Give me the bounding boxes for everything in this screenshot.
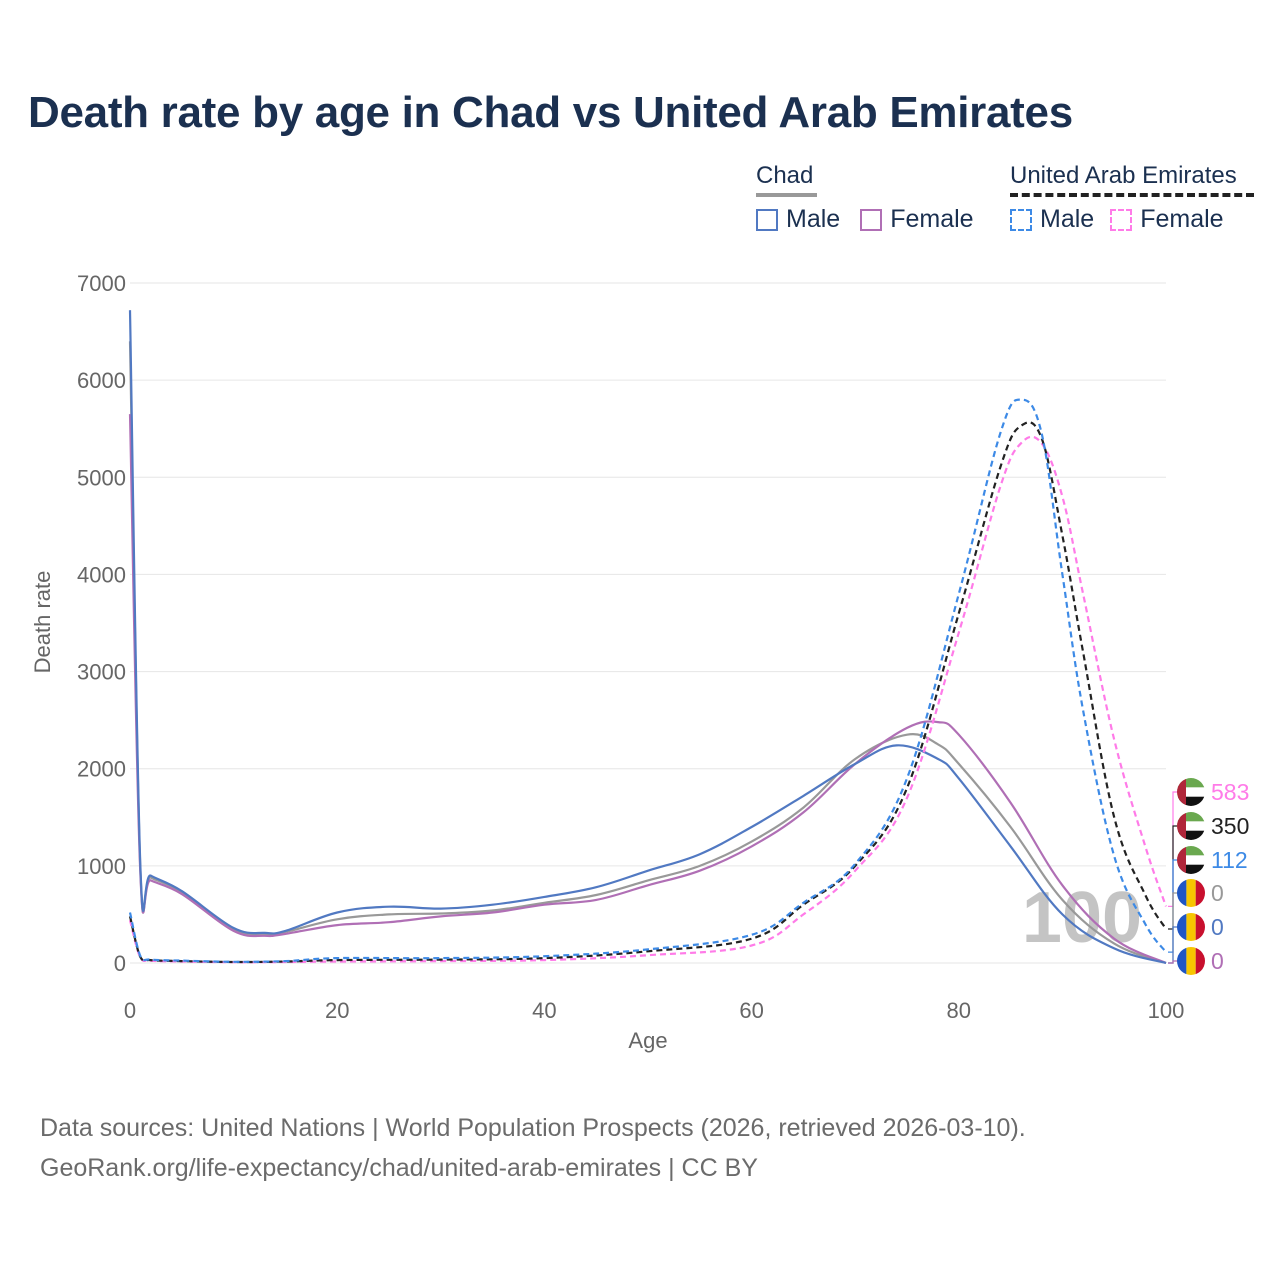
- chad-flag-icon: [1177, 947, 1205, 975]
- end-label-leader: [1168, 926, 1178, 964]
- uae-flag-icon: [1177, 812, 1205, 840]
- legend-group-chad: Chad Male Female: [756, 162, 974, 234]
- legend-group-uae: United Arab Emirates Male Female: [1010, 162, 1254, 234]
- y-tick-label: 4000: [77, 562, 126, 587]
- x-tick-label: 20: [325, 998, 349, 1023]
- legend-group-title: Chad: [756, 162, 814, 189]
- legend-label: Female: [1140, 205, 1224, 233]
- legend-swatch: [1010, 208, 1032, 231]
- uae-flag-icon: [1177, 846, 1205, 874]
- x-tick-label: 80: [947, 998, 971, 1023]
- end-label-leader: [1168, 960, 1178, 964]
- series-line-chad-total[interactable]: [128, 341, 1167, 965]
- end-value-label: 583: [1211, 779, 1249, 805]
- y-tick-label: 2000: [77, 757, 126, 782]
- chad-flag-icon: [1177, 879, 1205, 907]
- legend-item-chad-female[interactable]: Female: [860, 205, 974, 234]
- uae-flag-icon: [1177, 778, 1205, 806]
- legend-swatch: [1110, 208, 1133, 231]
- legend-group-line: [1010, 193, 1254, 197]
- legend-label: Female: [890, 205, 974, 233]
- x-tick-label: 100: [1148, 998, 1185, 1023]
- x-tick-label: 60: [739, 998, 763, 1023]
- end-value-label: 0: [1211, 948, 1224, 974]
- chart-title: Death rate by age in Chad vs United Arab…: [28, 88, 1073, 137]
- x-tick-label: 0: [124, 998, 136, 1023]
- y-tick-label: 6000: [77, 368, 126, 393]
- series-line-united-arab-emirates-female[interactable]: [128, 435, 1168, 964]
- y-tick-label: 3000: [77, 660, 126, 685]
- x-tick-label: 40: [532, 998, 556, 1023]
- x-axis-label: Age: [628, 1028, 667, 1053]
- y-tick-label: 5000: [77, 465, 126, 490]
- series-line-chad-male[interactable]: [128, 310, 1167, 965]
- end-value-label: 0: [1211, 914, 1224, 940]
- legend-item-uae-female[interactable]: Female: [1110, 205, 1224, 234]
- attribution-link[interactable]: GeoRank.org/life-expectancy/chad/united-…: [40, 1154, 758, 1182]
- y-tick-label: 7000: [77, 271, 126, 296]
- y-tick-label: 0: [114, 951, 126, 976]
- series-line-united-arab-emirates-male[interactable]: [128, 398, 1167, 963]
- y-axis-label: Death rate: [30, 571, 55, 674]
- source-note: Data sources: United Nations | World Pop…: [40, 1114, 1026, 1142]
- legend-item-chad-male[interactable]: Male: [756, 205, 840, 234]
- legend-group-title: United Arab Emirates: [1010, 162, 1237, 189]
- legend-group-line: [756, 193, 817, 197]
- y-tick-label: 1000: [77, 854, 126, 879]
- legend-swatch: [860, 208, 883, 231]
- end-value-label: 112: [1211, 847, 1248, 873]
- end-value-label: 0: [1211, 880, 1224, 906]
- end-value-label: 350: [1211, 813, 1249, 839]
- series-line-chad-female[interactable]: [128, 414, 1167, 965]
- legend-label: Male: [1040, 205, 1095, 233]
- legend-item-uae-male[interactable]: Male: [1010, 205, 1094, 234]
- chad-flag-icon: [1177, 913, 1205, 941]
- footer: Data sources: United Nations | World Pop…: [40, 1108, 1026, 1188]
- legend-label: Male: [786, 205, 841, 233]
- legend-swatch: [756, 208, 778, 231]
